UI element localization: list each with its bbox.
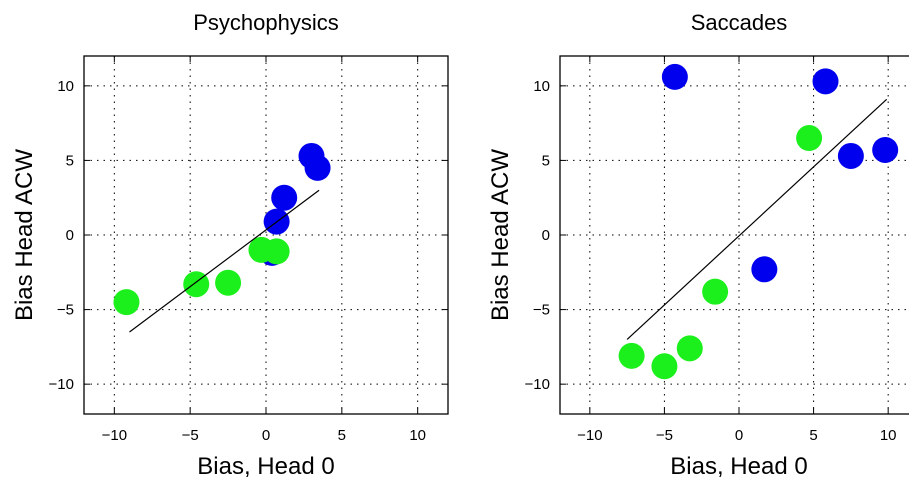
data-point bbox=[676, 335, 703, 362]
data-point bbox=[618, 342, 645, 369]
data-point bbox=[702, 278, 729, 305]
chart-panel-1: −10 −5 0 5 10 −10 −5 0 5 10 Psychophysics Bias, Hea… bbox=[11, 10, 449, 480]
data-point bbox=[796, 125, 823, 152]
x-tick-label: 0 bbox=[262, 427, 270, 444]
y-tick-label: 0 bbox=[66, 227, 74, 244]
x-axis-label: Bias, Head 0 bbox=[670, 453, 807, 480]
y-tick-label: −10 bbox=[525, 376, 550, 393]
chart-title: Saccades bbox=[691, 10, 788, 35]
data-point bbox=[651, 353, 678, 380]
y-tick-label: 5 bbox=[542, 152, 550, 169]
x-axis-label: Bias, Head 0 bbox=[197, 453, 334, 480]
chart-panel-2: −10 −5 0 5 10 −10 −5 0 5 10 Saccades Bias, Head 0 Bi… bbox=[487, 10, 909, 480]
data-point bbox=[215, 269, 242, 296]
y-tick-label: −5 bbox=[533, 302, 550, 319]
data-point bbox=[113, 289, 140, 316]
x-tick-label: −5 bbox=[656, 427, 673, 444]
y-tick-label: 10 bbox=[533, 78, 550, 95]
y-tick-label: 10 bbox=[57, 78, 74, 95]
x-tick-label: −5 bbox=[182, 427, 199, 444]
y-axis-label: Bias Head ACW bbox=[487, 149, 514, 321]
data-point bbox=[263, 238, 290, 265]
y-axis-label: Bias Head ACW bbox=[11, 149, 38, 321]
data-point bbox=[812, 68, 839, 95]
y-tick-label: −5 bbox=[57, 302, 74, 319]
data-point bbox=[751, 256, 778, 283]
data-point bbox=[661, 63, 688, 90]
x-tick-label: 10 bbox=[880, 427, 897, 444]
y-tick-label: 0 bbox=[542, 227, 550, 244]
data-point bbox=[271, 184, 298, 211]
data-point bbox=[304, 154, 331, 181]
fit-line bbox=[626, 98, 888, 340]
y-tick-label: 5 bbox=[66, 152, 74, 169]
x-tick-label: 10 bbox=[409, 427, 426, 444]
x-tick-label: −10 bbox=[577, 427, 602, 444]
fit-line bbox=[129, 189, 320, 333]
data-point bbox=[837, 142, 864, 169]
x-tick-label: 0 bbox=[735, 427, 743, 444]
y-tick-label: −10 bbox=[49, 376, 74, 393]
x-tick-label: 5 bbox=[338, 427, 346, 444]
x-tick-label: −10 bbox=[102, 427, 127, 444]
chart-title: Psychophysics bbox=[193, 10, 339, 35]
data-point bbox=[872, 136, 899, 163]
x-tick-label: 5 bbox=[809, 427, 817, 444]
